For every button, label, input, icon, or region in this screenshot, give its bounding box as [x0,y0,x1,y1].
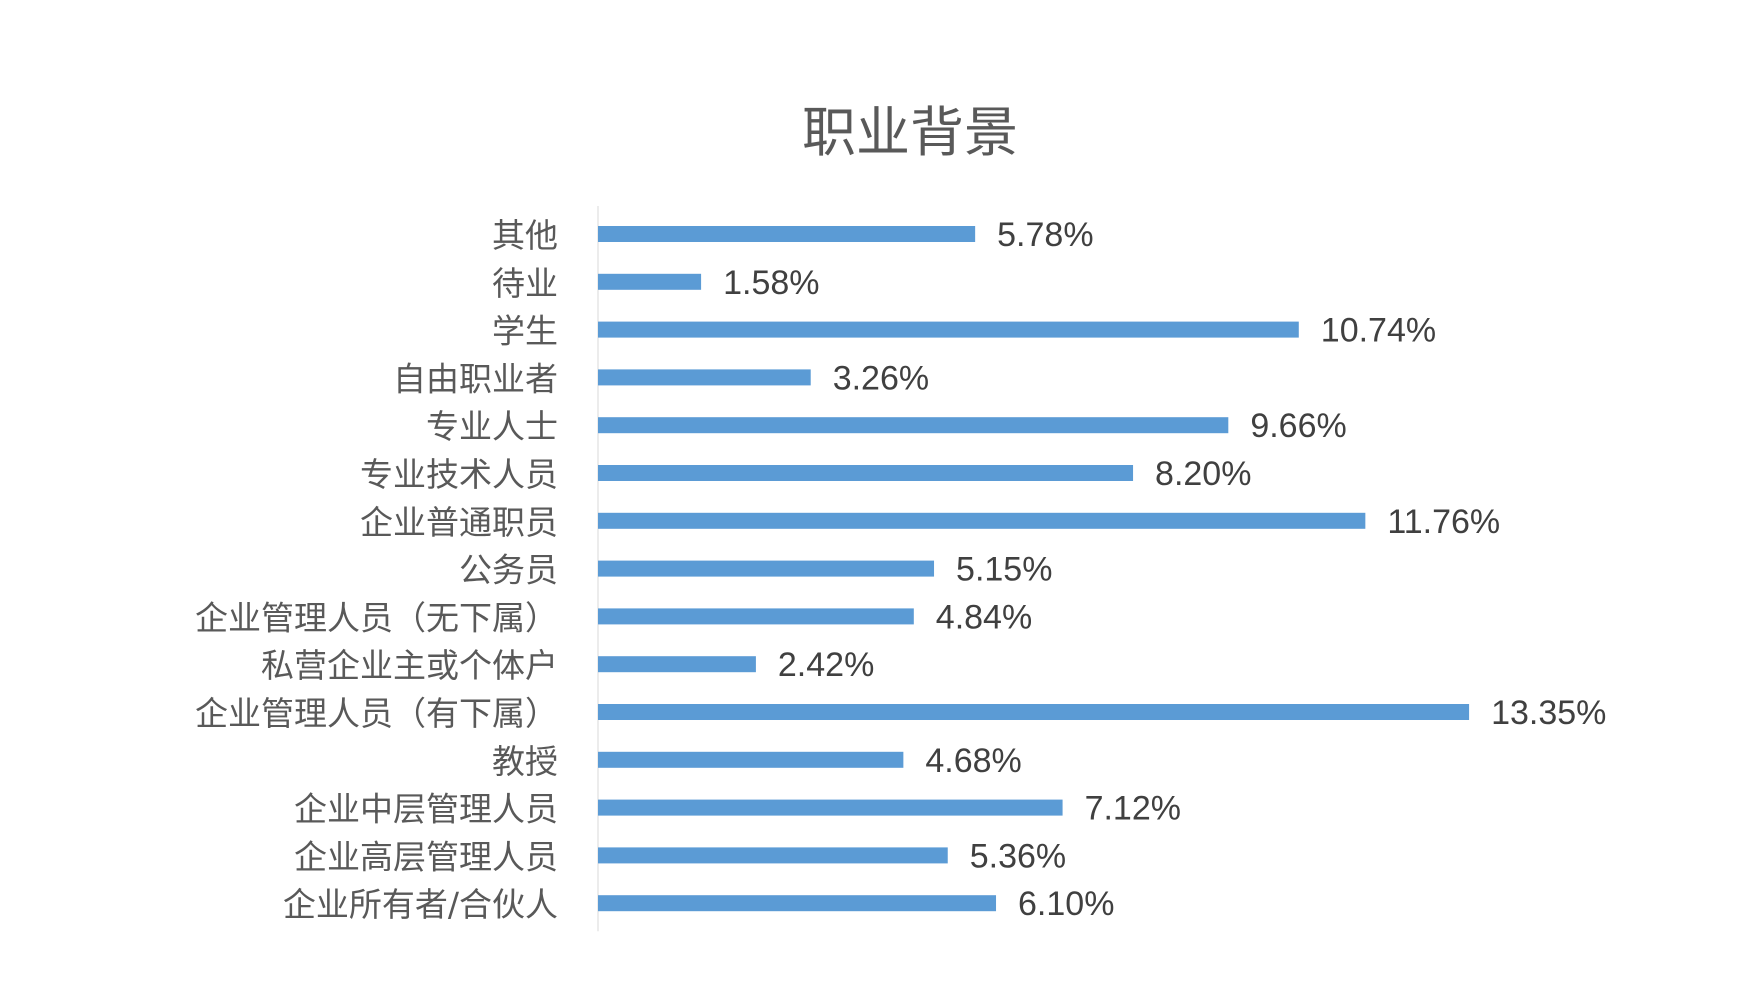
bar [598,847,948,864]
data-label: 8.20% [1155,455,1251,493]
data-label: 10.74% [1321,312,1436,350]
data-label: 11.76% [1387,503,1500,541]
data-label: 6.10% [1018,885,1114,923]
category-label: 企业所有者/合伙人 [283,885,558,924]
bar [598,512,1366,529]
data-label: 4.68% [925,742,1021,780]
bar [598,656,756,673]
bar [598,560,935,577]
data-label: 7.12% [1085,790,1181,828]
category-label: 待业 [492,264,558,303]
category-label: 企业中层管理人员 [294,790,558,829]
chart-title: 职业背景 [802,101,1018,164]
bar [598,321,1299,338]
category-label: 专业人士 [426,407,558,446]
data-label: 5.78% [997,216,1093,254]
category-label: 私营企业主或个体户 [261,646,558,685]
data-label: 5.15% [956,551,1052,589]
category-label: 学生 [492,312,558,351]
category-label: 教授 [492,742,558,781]
bar [598,465,1134,481]
data-label: 4.84% [936,598,1032,636]
category-label: 专业技术人员 [360,455,558,494]
data-label: 3.26% [833,359,929,397]
category-label: 其他 [492,216,558,255]
data-label: 9.66% [1250,407,1346,445]
category-label: 企业管理人员（无下属） [195,598,558,637]
bar [598,417,1229,434]
data-label: 13.35% [1491,694,1606,732]
category-label: 企业普通职员 [360,503,558,542]
bar [598,226,976,242]
category-label: 企业高层管理人员 [294,837,558,876]
category-label: 自由职业者 [393,359,558,398]
bar [598,895,997,912]
data-label: 1.58% [723,264,819,302]
data-label: 2.42% [778,646,874,684]
category-label: 公务员 [459,551,558,590]
data-label: 5.36% [970,837,1066,875]
bar [598,704,1470,720]
bar [598,273,702,290]
bar [598,369,811,386]
bar [598,751,904,768]
category-label: 企业管理人员（有下属） [195,694,558,733]
bar [598,608,914,625]
bar [598,799,1063,816]
